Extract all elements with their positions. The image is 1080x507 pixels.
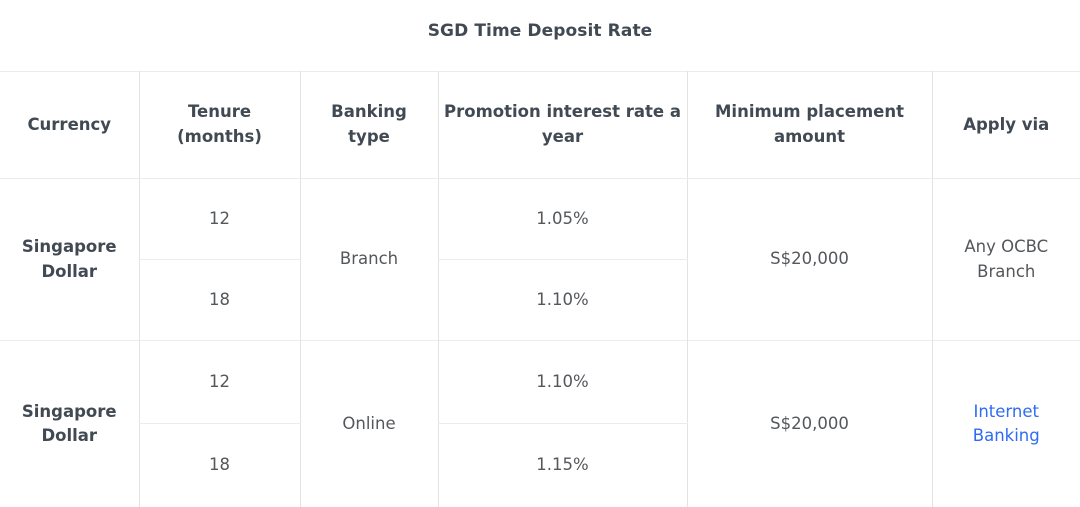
table-row: Singapore Dollar 12 Branch 1.05% S$20,00… [0, 178, 1080, 341]
col-header-promo-rate: Promotion interest rate a year [437, 71, 687, 179]
cell-promo-rate: 1.10% [437, 340, 687, 424]
col-header-currency-label: Currency [27, 114, 112, 134]
col-header-banking-type-label: Banking type [331, 102, 407, 146]
col-header-tenure-label: Tenure (months) [177, 102, 262, 146]
col-header-apply-via-label: Apply via [963, 114, 1050, 134]
cell-currency: Singapore Dollar [0, 178, 139, 341]
title-bar: SGD Time Deposit Rate [0, 0, 1080, 71]
cell-promo-rate: 1.15% [437, 423, 687, 507]
header-row: Currency Tenure (months) Banking type Pr… [0, 71, 1080, 179]
currency-label: Singapore Dollar [21, 236, 117, 281]
cell-min-amount: S$20,000 [686, 178, 932, 341]
cell-apply-via: Internet Banking [931, 340, 1080, 507]
deposit-rate-table: Currency Tenure (months) Banking type Pr… [0, 71, 1080, 507]
page-title: SGD Time Deposit Rate [427, 20, 653, 41]
apply-via-text: Any OCBC Branch [964, 236, 1049, 281]
col-header-tenure: Tenure (months) [138, 71, 300, 179]
currency-label: Singapore Dollar [21, 401, 117, 446]
col-header-min-amount-label: Minimum placement amount [715, 102, 904, 146]
col-header-apply-via: Apply via [931, 71, 1080, 179]
col-header-banking-type: Banking type [299, 71, 438, 179]
table-row: Singapore Dollar 12 Online 1.10% S$20,00… [0, 340, 1080, 507]
cell-tenure: 12 [138, 340, 300, 424]
col-header-min-amount: Minimum placement amount [686, 71, 932, 179]
cell-tenure: 18 [138, 259, 300, 341]
cell-currency: Singapore Dollar [0, 340, 139, 507]
cell-apply-via: Any OCBC Branch [931, 178, 1080, 341]
cell-tenure: 18 [138, 423, 300, 507]
cell-banking-type: Branch [299, 178, 438, 341]
table-row: 18 1.10% [0, 259, 1080, 341]
cell-banking-type: Online [299, 340, 438, 507]
cell-tenure: 12 [138, 178, 300, 260]
internet-banking-link[interactable]: Internet Banking [972, 401, 1040, 446]
cell-promo-rate: 1.05% [437, 178, 687, 260]
table-row: 18 1.15% [0, 423, 1080, 507]
cell-promo-rate: 1.10% [437, 259, 687, 341]
col-header-currency: Currency [0, 71, 139, 179]
col-header-promo-rate-label: Promotion interest rate a year [444, 102, 681, 146]
cell-min-amount: S$20,000 [686, 340, 932, 507]
